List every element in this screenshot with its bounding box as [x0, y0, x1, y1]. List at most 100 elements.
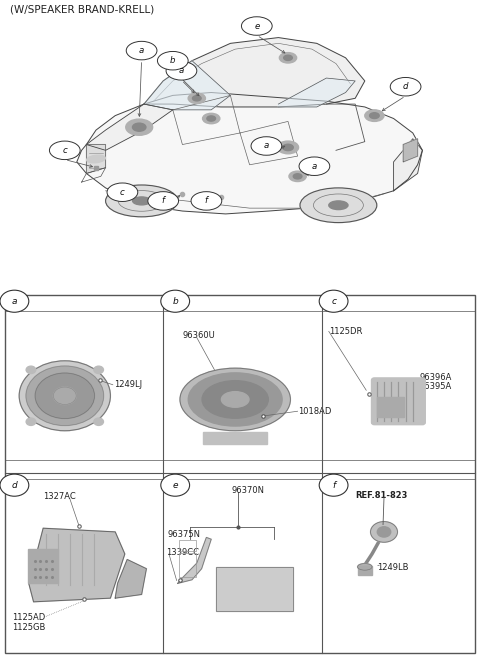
Circle shape [148, 192, 179, 210]
Polygon shape [394, 139, 422, 191]
Text: d: d [403, 82, 408, 91]
Polygon shape [29, 528, 125, 602]
Ellipse shape [106, 185, 178, 217]
Circle shape [126, 41, 157, 60]
Circle shape [207, 116, 216, 121]
Text: c: c [331, 297, 336, 306]
Circle shape [26, 366, 36, 374]
Circle shape [284, 55, 292, 60]
Text: 96370N: 96370N [232, 486, 265, 495]
Circle shape [0, 290, 29, 312]
Text: 96360U: 96360U [182, 330, 215, 340]
Text: 96395A: 96395A [419, 382, 451, 391]
Text: b: b [170, 57, 176, 65]
Polygon shape [278, 78, 355, 107]
FancyBboxPatch shape [377, 397, 404, 417]
Circle shape [166, 62, 197, 80]
Circle shape [35, 373, 95, 419]
Circle shape [157, 51, 188, 70]
Text: f: f [332, 481, 335, 489]
Circle shape [94, 366, 104, 374]
Polygon shape [403, 139, 418, 162]
Circle shape [107, 183, 138, 202]
Circle shape [132, 123, 146, 131]
Circle shape [26, 418, 36, 425]
Text: 1018AD: 1018AD [299, 407, 332, 416]
Circle shape [299, 157, 330, 175]
Text: 96371: 96371 [89, 531, 115, 540]
Ellipse shape [329, 201, 348, 210]
Polygon shape [144, 37, 365, 107]
Ellipse shape [202, 380, 268, 419]
Text: a: a [139, 46, 144, 55]
Text: a: a [179, 66, 184, 76]
Circle shape [277, 141, 299, 154]
Circle shape [241, 17, 272, 35]
FancyBboxPatch shape [358, 566, 372, 575]
Circle shape [371, 522, 397, 542]
Circle shape [289, 171, 306, 181]
Circle shape [370, 113, 379, 118]
Circle shape [279, 53, 297, 63]
Text: 1125GB: 1125GB [12, 623, 46, 632]
FancyBboxPatch shape [216, 567, 293, 611]
Circle shape [188, 93, 205, 104]
Circle shape [191, 192, 222, 210]
Text: REF.81-823: REF.81-823 [355, 491, 408, 501]
Polygon shape [86, 145, 106, 173]
Ellipse shape [300, 188, 377, 223]
Ellipse shape [180, 368, 290, 431]
Circle shape [251, 137, 282, 155]
FancyBboxPatch shape [28, 549, 58, 583]
Circle shape [377, 527, 391, 537]
Text: c: c [120, 188, 125, 196]
Text: 96375N: 96375N [167, 530, 200, 539]
Circle shape [390, 78, 421, 96]
FancyBboxPatch shape [372, 378, 425, 424]
Text: b: b [172, 297, 178, 306]
Circle shape [293, 173, 302, 179]
Ellipse shape [221, 392, 249, 407]
Polygon shape [86, 104, 173, 150]
Circle shape [365, 110, 384, 122]
Ellipse shape [132, 197, 151, 205]
Circle shape [203, 113, 220, 124]
Polygon shape [178, 537, 211, 583]
Text: a: a [12, 297, 17, 306]
Ellipse shape [358, 564, 372, 570]
Text: e: e [254, 22, 259, 30]
Circle shape [53, 387, 76, 405]
Circle shape [126, 119, 153, 135]
Text: a: a [264, 141, 269, 150]
Text: 96331A: 96331A [47, 419, 79, 428]
Circle shape [19, 361, 110, 431]
Circle shape [0, 474, 29, 496]
Polygon shape [77, 93, 422, 214]
Text: 1339CC: 1339CC [166, 548, 199, 556]
Circle shape [161, 474, 190, 496]
Text: 1249LB: 1249LB [377, 563, 408, 572]
Text: (W/SPEAKER BRAND-KRELL): (W/SPEAKER BRAND-KRELL) [10, 5, 154, 14]
Text: 1249LJ: 1249LJ [114, 380, 143, 389]
Polygon shape [144, 60, 230, 110]
Circle shape [192, 96, 201, 101]
FancyBboxPatch shape [203, 432, 267, 444]
Text: 1327AC: 1327AC [43, 491, 76, 501]
Text: 96396A: 96396A [419, 373, 451, 382]
Text: f: f [205, 196, 208, 206]
Circle shape [283, 145, 293, 150]
Text: 1125DR: 1125DR [329, 327, 362, 336]
Circle shape [94, 418, 104, 425]
Text: f: f [162, 196, 165, 206]
Ellipse shape [86, 155, 106, 163]
Circle shape [49, 141, 80, 160]
Ellipse shape [188, 373, 282, 426]
Text: d: d [12, 481, 17, 489]
Polygon shape [115, 560, 146, 598]
Circle shape [319, 474, 348, 496]
Text: e: e [172, 481, 178, 489]
Text: 1125AD: 1125AD [12, 613, 45, 622]
Text: c: c [62, 146, 67, 155]
Circle shape [319, 290, 348, 312]
Circle shape [26, 366, 104, 426]
